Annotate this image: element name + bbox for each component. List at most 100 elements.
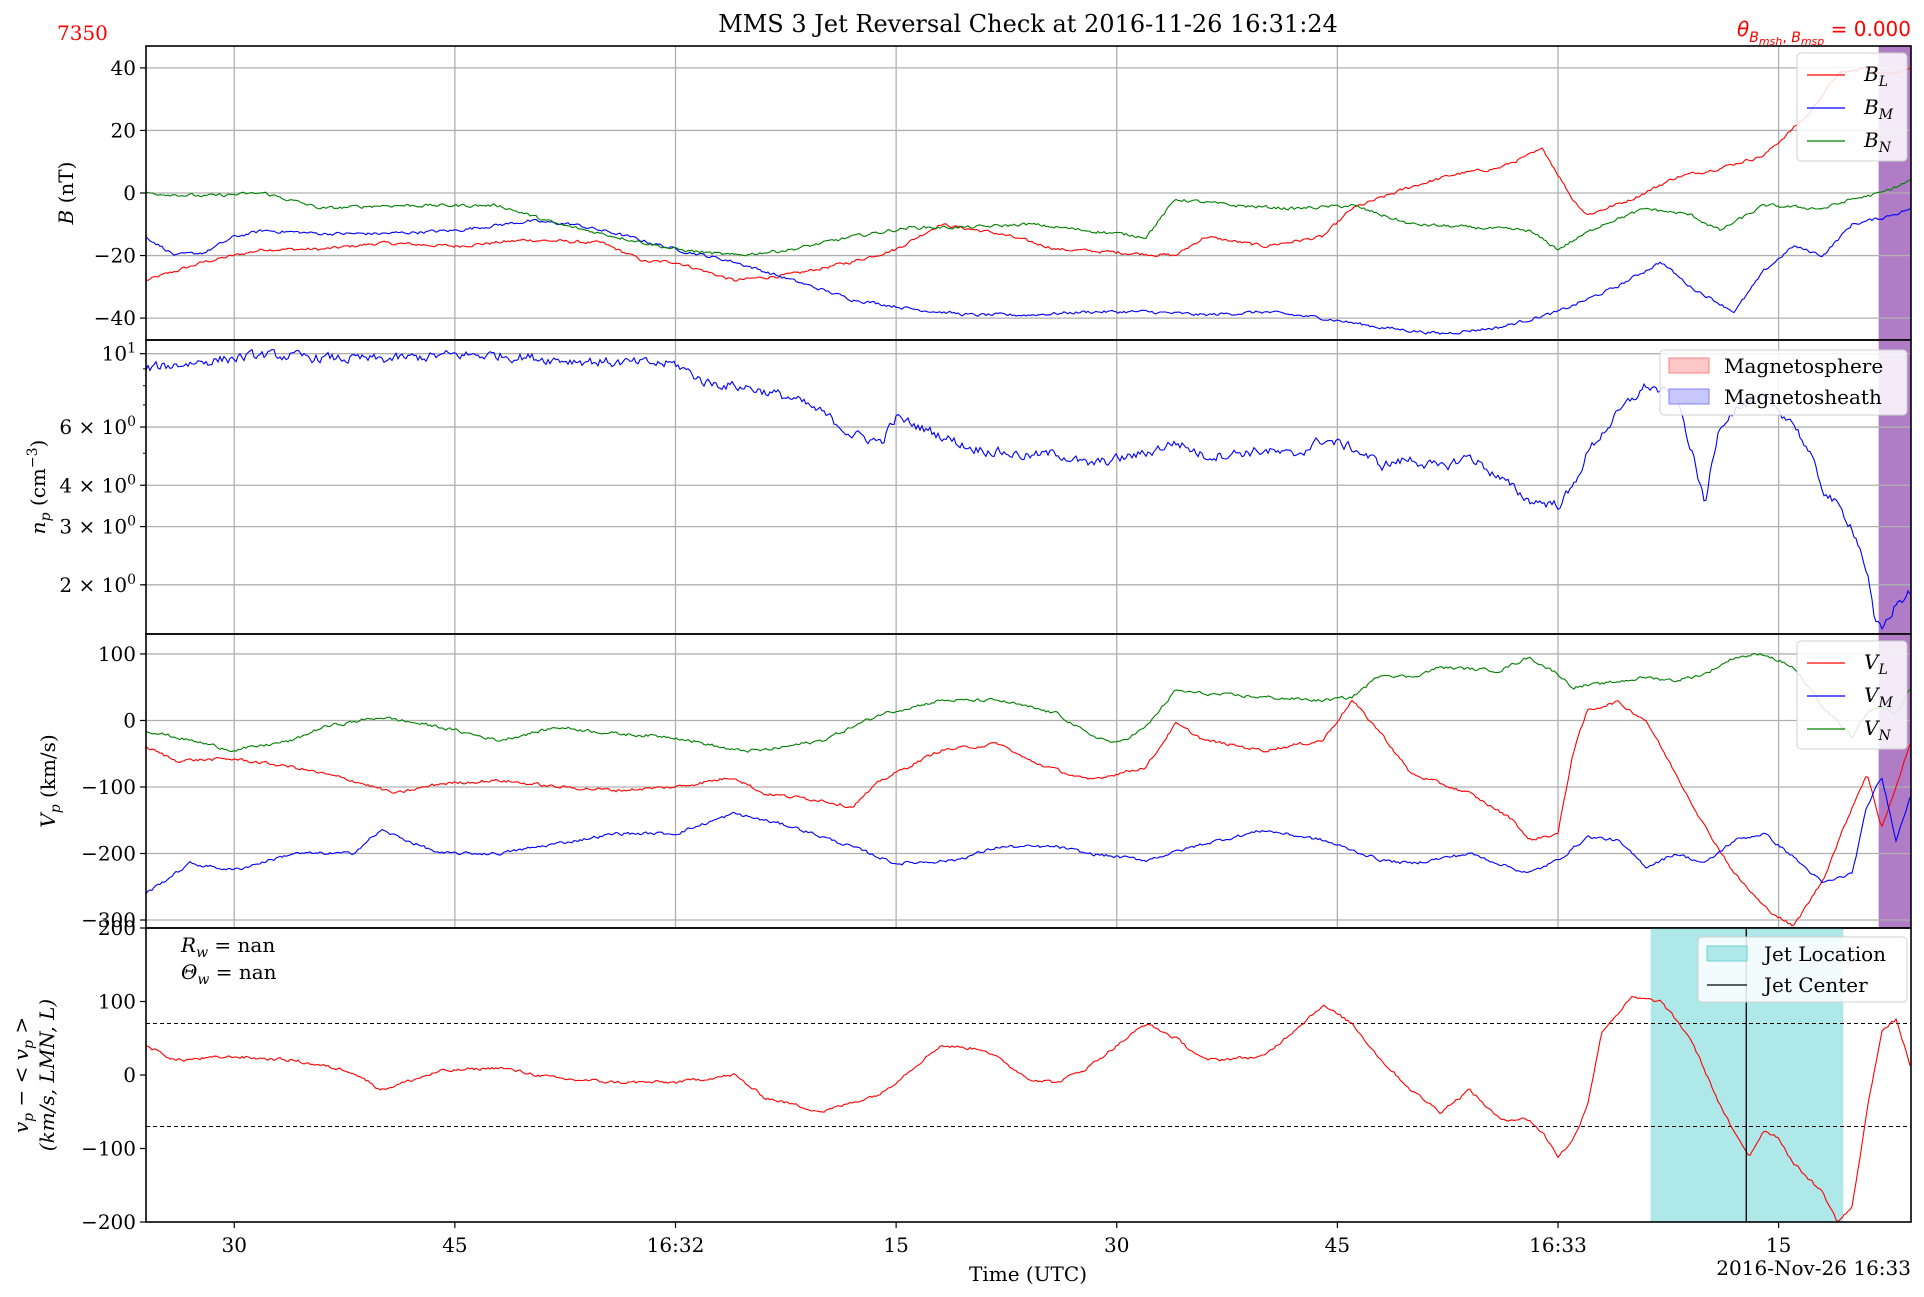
panel-magnetic-field: 40 20 0 −20 −40 [94,45,1912,341]
series-line-b-n [146,179,1911,257]
y-label-np-close: ) [26,440,50,448]
series-line-v-l [146,699,1911,927]
y-label-dev-line2: (km/s, LMN, L) [35,999,59,1151]
legend-box [1697,936,1908,1003]
legend-magnetic-field: BL BM BN [1796,52,1908,162]
panel-velocity: 100 0 −100 −200 −300 [81,633,1912,932]
theta-sub-sep: , [1782,30,1791,46]
plot-id-label: 7350 [57,21,108,45]
series-line-v-p-v-p- [146,995,1911,1222]
y-tick-label: 0 [123,181,136,205]
legend-label-magnetosphere: Magnetosphere [1724,354,1883,378]
legend-label-magnetosheath: Magnetosheath [1724,385,1882,409]
x-tick-label: 45 [1325,1233,1350,1257]
theta-symbol: θ [1737,17,1749,41]
y-tick-label: −100 [81,1137,136,1161]
legend-sub-n: N [1877,728,1891,744]
y-label-np-sub: p [38,512,54,521]
y-tick-label: 101 [102,341,136,366]
axes-frame [145,927,1912,1223]
y-tick-label: 100 [98,990,136,1014]
tick-exponent: 0 [127,572,136,588]
y-label-dev-mid: − < v [9,1048,33,1113]
y-tick-label: 2 × 100 [59,572,136,597]
y-label-np-unit: (cm [26,468,50,512]
legend-patch-jet-location [1706,945,1748,962]
y-label-b-symbol: B [54,210,78,226]
tick-exponent: 0 [127,414,136,430]
tick-mantissa: 3 × 10 [59,515,127,539]
series-line-v-n [146,652,1911,753]
legend-box [1796,52,1908,162]
y-tick-label: 200 [98,916,136,940]
y-tick-label: −300 [81,908,136,932]
series-line-b-m [146,208,1911,335]
y-tick-label: −40 [94,306,136,330]
annotation-rw-symbol: R [180,933,196,957]
legend-patch-magnetosheath [1668,388,1710,405]
legend-sub-n: N [1878,140,1892,156]
x-axis: 30 45 16:32 15 30 45 16:33 15 [222,1222,1791,1257]
annotation-thetaw-symbol: Θ [181,960,197,984]
legend-velocity: VL VM VN [1796,640,1908,750]
series-line-n-p [146,348,1911,631]
y-label-vp-sub: p [48,804,64,813]
y-tick-label: 40 [111,56,136,80]
legend-sub-m: M [1878,107,1894,123]
annotation-thetaw-value: = nan [209,960,276,984]
legend-patch-magnetosphere [1668,357,1710,374]
y-tick-label: 20 [111,118,136,142]
annotation-thetaw: Θw = nan [181,960,277,988]
legend-label-vn: VN [1864,716,1891,744]
x-axis-date-label: 2016-Nov-26 16:33 [1716,1256,1911,1280]
x-tick-label: 30 [222,1233,247,1257]
y-label-dev-sub1: p [21,1113,37,1122]
tick-mantissa: 6 × 10 [59,415,127,439]
x-tick-label: 15 [1766,1233,1791,1257]
legend-sub-l: L [1878,74,1888,90]
legend-density: Magnetosphere Magnetosheath [1659,349,1908,416]
series-line-v-m [146,777,1911,894]
axes-frame [145,339,1912,635]
tick-mantissa: 4 × 10 [59,473,127,497]
y-axis-label-b: B (nT) [54,162,78,226]
chart-title: MMS 3 Jet Reversal Check at 2016-11-26 1… [718,10,1338,38]
theta-sub-b2: B [1791,30,1801,46]
theta-sub-b: B [1749,30,1759,46]
y-tick-label: 0 [123,1063,136,1087]
tick-exponent: 0 [127,514,136,530]
y-label-dev-sub2: p [21,1040,37,1049]
tick-mantissa: 2 × 10 [59,573,127,597]
tick-exponent: 0 [127,472,136,488]
series-line-b-l [146,66,1911,282]
annotation-rw-sub: w [196,945,208,961]
y-tick-label: 4 × 100 [59,472,136,497]
y-tick-label: 3 × 100 [59,514,136,539]
x-tick-label: 15 [883,1233,908,1257]
x-tick-label: 45 [442,1233,467,1257]
y-tick-label: 100 [98,642,136,666]
y-axis-label-vp: Vp (km/s) [36,734,64,827]
x-axis-label: Time (UTC) [969,1262,1087,1286]
y-label-dev-end: > [9,1017,33,1040]
annotation-rw-value: = nan [208,933,275,957]
theta-label: θBmsh, Bmsp = 0.000 [1737,17,1911,48]
y-label-vp-unit: (km/s) [36,734,60,804]
legend-label-jet-center: Jet Center [1762,973,1868,997]
annotation-thetaw-sub: w [197,972,209,988]
theta-value: = 0.000 [1824,17,1911,41]
annotation-rw: Rw = nan [180,933,275,961]
y-tick-label: 0 [123,708,136,732]
legend-jet: Jet Location Jet Center [1697,936,1908,1003]
legend-sub-m: M [1877,695,1893,711]
panel-velocity-deviation: 200 100 0 −100 −200 [81,916,1912,1234]
legend-sub-l: L [1877,662,1887,678]
legend-box [1796,640,1908,750]
y-tick-label: −20 [94,244,136,268]
theta-sub-msp: msp [1801,35,1824,48]
y-label-vp-symbol: V [36,811,60,828]
tick-mantissa: 10 [102,342,127,366]
y-tick-label: 6 × 100 [59,414,136,439]
